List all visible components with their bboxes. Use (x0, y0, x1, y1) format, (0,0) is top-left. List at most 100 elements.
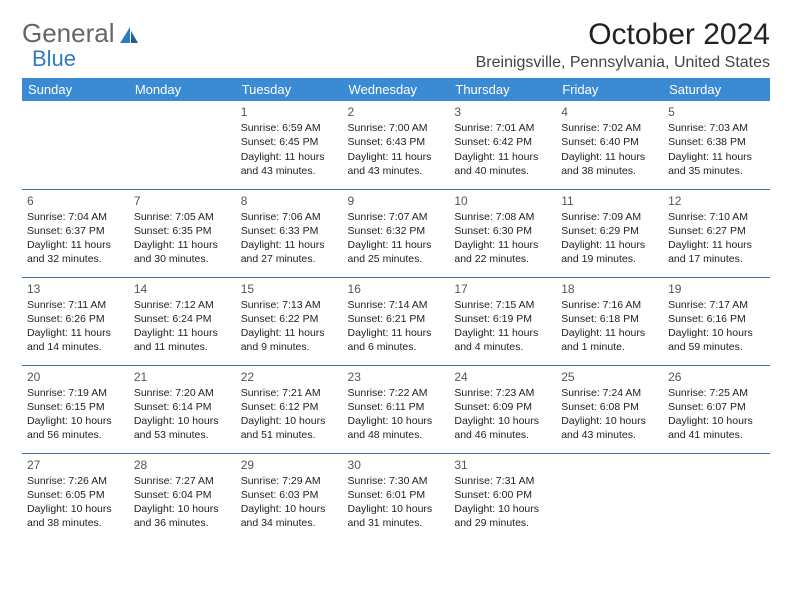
daylight-line: Daylight: 11 hours and 27 minutes. (241, 238, 338, 266)
day-number: 10 (454, 193, 551, 209)
sunrise-line: Sunrise: 7:07 AM (348, 210, 445, 224)
daylight-line: Daylight: 10 hours and 59 minutes. (668, 326, 765, 354)
sunrise-line: Sunrise: 7:21 AM (241, 386, 338, 400)
day-number: 11 (561, 193, 658, 209)
calendar-cell: 17Sunrise: 7:15 AMSunset: 6:19 PMDayligh… (449, 277, 556, 365)
calendar-cell: 18Sunrise: 7:16 AMSunset: 6:18 PMDayligh… (556, 277, 663, 365)
sunset-line: Sunset: 6:11 PM (348, 400, 445, 414)
sunset-line: Sunset: 6:24 PM (134, 312, 231, 326)
sunrise-line: Sunrise: 7:26 AM (27, 474, 124, 488)
day-number: 29 (241, 457, 338, 473)
sunset-line: Sunset: 6:05 PM (27, 488, 124, 502)
logo-text-2: Blue (32, 46, 76, 72)
sunset-line: Sunset: 6:09 PM (454, 400, 551, 414)
sunset-line: Sunset: 6:21 PM (348, 312, 445, 326)
calendar-week-row: 20Sunrise: 7:19 AMSunset: 6:15 PMDayligh… (22, 365, 770, 453)
day-number: 22 (241, 369, 338, 385)
daylight-line: Daylight: 10 hours and 31 minutes. (348, 502, 445, 530)
sunrise-line: Sunrise: 7:08 AM (454, 210, 551, 224)
calendar-cell: 7Sunrise: 7:05 AMSunset: 6:35 PMDaylight… (129, 189, 236, 277)
sunset-line: Sunset: 6:32 PM (348, 224, 445, 238)
sunrise-line: Sunrise: 7:23 AM (454, 386, 551, 400)
page-title: October 2024 (476, 18, 770, 52)
day-number: 28 (134, 457, 231, 473)
day-header: Tuesday (236, 78, 343, 101)
calendar-cell: 16Sunrise: 7:14 AMSunset: 6:21 PMDayligh… (343, 277, 450, 365)
day-number: 8 (241, 193, 338, 209)
page-subtitle: Breinigsville, Pennsylvania, United Stat… (476, 54, 770, 72)
sunrise-line: Sunrise: 7:30 AM (348, 474, 445, 488)
daylight-line: Daylight: 11 hours and 38 minutes. (561, 150, 658, 178)
sunrise-line: Sunrise: 7:15 AM (454, 298, 551, 312)
sunset-line: Sunset: 6:15 PM (27, 400, 124, 414)
calendar-cell: 8Sunrise: 7:06 AMSunset: 6:33 PMDaylight… (236, 189, 343, 277)
calendar-cell: 9Sunrise: 7:07 AMSunset: 6:32 PMDaylight… (343, 189, 450, 277)
sunrise-line: Sunrise: 7:04 AM (27, 210, 124, 224)
daylight-line: Daylight: 11 hours and 17 minutes. (668, 238, 765, 266)
sunset-line: Sunset: 6:19 PM (454, 312, 551, 326)
sunrise-line: Sunrise: 7:22 AM (348, 386, 445, 400)
calendar-header-row: Sunday Monday Tuesday Wednesday Thursday… (22, 78, 770, 101)
sunset-line: Sunset: 6:42 PM (454, 135, 551, 149)
day-header: Monday (129, 78, 236, 101)
calendar-cell: 23Sunrise: 7:22 AMSunset: 6:11 PMDayligh… (343, 365, 450, 453)
sunrise-line: Sunrise: 7:20 AM (134, 386, 231, 400)
sunrise-line: Sunrise: 7:16 AM (561, 298, 658, 312)
calendar-cell: 26Sunrise: 7:25 AMSunset: 6:07 PMDayligh… (663, 365, 770, 453)
title-block: October 2024 Breinigsville, Pennsylvania… (476, 18, 770, 72)
sunrise-line: Sunrise: 7:06 AM (241, 210, 338, 224)
sunset-line: Sunset: 6:04 PM (134, 488, 231, 502)
sunrise-line: Sunrise: 7:02 AM (561, 121, 658, 135)
sunrise-line: Sunrise: 7:17 AM (668, 298, 765, 312)
day-header: Saturday (663, 78, 770, 101)
daylight-line: Daylight: 11 hours and 1 minute. (561, 326, 658, 354)
day-header: Wednesday (343, 78, 450, 101)
daylight-line: Daylight: 11 hours and 4 minutes. (454, 326, 551, 354)
daylight-line: Daylight: 10 hours and 34 minutes. (241, 502, 338, 530)
daylight-line: Daylight: 10 hours and 43 minutes. (561, 414, 658, 442)
day-number: 30 (348, 457, 445, 473)
daylight-line: Daylight: 11 hours and 35 minutes. (668, 150, 765, 178)
daylight-line: Daylight: 11 hours and 25 minutes. (348, 238, 445, 266)
sunset-line: Sunset: 6:30 PM (454, 224, 551, 238)
day-number: 19 (668, 281, 765, 297)
sunrise-line: Sunrise: 7:24 AM (561, 386, 658, 400)
sunset-line: Sunset: 6:03 PM (241, 488, 338, 502)
sunrise-line: Sunrise: 7:12 AM (134, 298, 231, 312)
sunrise-line: Sunrise: 7:11 AM (27, 298, 124, 312)
day-number: 31 (454, 457, 551, 473)
calendar-cell: 4Sunrise: 7:02 AMSunset: 6:40 PMDaylight… (556, 101, 663, 189)
calendar-cell: 24Sunrise: 7:23 AMSunset: 6:09 PMDayligh… (449, 365, 556, 453)
sunset-line: Sunset: 6:40 PM (561, 135, 658, 149)
sunset-line: Sunset: 6:38 PM (668, 135, 765, 149)
day-number: 24 (454, 369, 551, 385)
sunset-line: Sunset: 6:07 PM (668, 400, 765, 414)
day-number: 3 (454, 104, 551, 120)
calendar-week-row: 1Sunrise: 6:59 AMSunset: 6:45 PMDaylight… (22, 101, 770, 189)
day-number: 27 (27, 457, 124, 473)
daylight-line: Daylight: 11 hours and 22 minutes. (454, 238, 551, 266)
sunrise-line: Sunrise: 7:14 AM (348, 298, 445, 312)
calendar-cell (22, 101, 129, 189)
logo-sail-icon (118, 25, 140, 45)
day-header: Sunday (22, 78, 129, 101)
sunset-line: Sunset: 6:00 PM (454, 488, 551, 502)
calendar-cell: 2Sunrise: 7:00 AMSunset: 6:43 PMDaylight… (343, 101, 450, 189)
day-number: 2 (348, 104, 445, 120)
daylight-line: Daylight: 10 hours and 36 minutes. (134, 502, 231, 530)
sunrise-line: Sunrise: 7:19 AM (27, 386, 124, 400)
calendar-cell: 30Sunrise: 7:30 AMSunset: 6:01 PMDayligh… (343, 453, 450, 541)
sunset-line: Sunset: 6:26 PM (27, 312, 124, 326)
sunrise-line: Sunrise: 6:59 AM (241, 121, 338, 135)
sunset-line: Sunset: 6:35 PM (134, 224, 231, 238)
day-header: Thursday (449, 78, 556, 101)
sunset-line: Sunset: 6:43 PM (348, 135, 445, 149)
logo: General Blue (22, 18, 140, 49)
day-number: 21 (134, 369, 231, 385)
day-number: 13 (27, 281, 124, 297)
sunrise-line: Sunrise: 7:03 AM (668, 121, 765, 135)
daylight-line: Daylight: 11 hours and 9 minutes. (241, 326, 338, 354)
day-header: Friday (556, 78, 663, 101)
day-number: 6 (27, 193, 124, 209)
sunrise-line: Sunrise: 7:00 AM (348, 121, 445, 135)
